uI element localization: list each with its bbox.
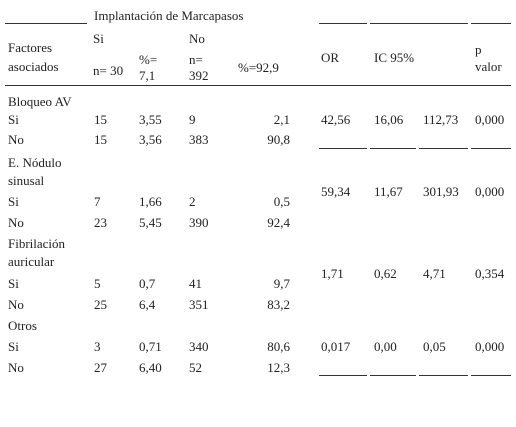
cell-si-pct: 5,45 xyxy=(139,215,162,230)
group-header: Implantación de Marcapasos xyxy=(94,8,244,23)
cell-si-n: 25 xyxy=(94,297,107,312)
cell-si-pct: 0,7 xyxy=(139,276,156,291)
cell-no-pct: 83,2 xyxy=(267,297,290,312)
cell-or: 59,34 xyxy=(321,184,351,199)
no-pct-header: %=92,9 xyxy=(238,60,279,75)
group-label: Otros xyxy=(8,318,37,333)
si-pct-header-line1: %= xyxy=(139,52,158,67)
cell-no-n: 41 xyxy=(189,276,202,291)
cell-no-pct: 12,3 xyxy=(267,360,290,375)
cell-no-n: 351 xyxy=(189,297,209,312)
rule-group-ic xyxy=(370,148,416,149)
rule-bottom-ic2 xyxy=(419,375,468,376)
cell-no-pct: 2,1 xyxy=(273,112,290,127)
row-label: No xyxy=(8,215,24,230)
group-label-line2: auricular xyxy=(8,254,55,269)
row-label: No xyxy=(8,360,24,375)
cell-si-n: 15 xyxy=(94,132,107,147)
ic-header: IC 95% xyxy=(374,50,415,65)
cell-ic-high: 4,71 xyxy=(423,266,446,281)
cell-no-n: 340 xyxy=(189,339,209,354)
cell-si-pct: 1,66 xyxy=(139,194,162,209)
cell-or: 1,71 xyxy=(321,266,344,281)
no-n-header-line2: 392 xyxy=(189,68,209,83)
si-header: Si xyxy=(93,31,104,46)
cell-ic-low: 16,06 xyxy=(374,112,404,127)
rule-header-left xyxy=(5,23,87,24)
cell-si-pct: 6,4 xyxy=(139,297,156,312)
cell-si-pct: 0,71 xyxy=(139,339,162,354)
cell-ic-high: 301,93 xyxy=(423,184,459,199)
cell-p: 0,000 xyxy=(475,339,505,354)
row-label: No xyxy=(8,297,24,312)
cell-ic-low: 0,00 xyxy=(374,339,397,354)
cell-ic-low: 0,62 xyxy=(374,266,397,281)
cell-si-n: 23 xyxy=(94,215,107,230)
row-label: Si xyxy=(8,112,19,127)
cell-no-n: 9 xyxy=(189,112,196,127)
factor-header-line1: Factores xyxy=(8,40,53,55)
cell-si-pct: 3,56 xyxy=(139,132,162,147)
cell-si-n: 15 xyxy=(94,112,107,127)
group-label: Fibrilación xyxy=(8,236,66,251)
p-header-line2: valor xyxy=(475,59,502,74)
group-label-line2: sinusal xyxy=(8,173,45,188)
cell-si-n: 27 xyxy=(94,360,107,375)
rule-group-ic2 xyxy=(419,148,468,149)
cell-si-n: 3 xyxy=(94,339,101,354)
cell-si-n: 5 xyxy=(94,276,101,291)
si-pct-header-line2: 7,1 xyxy=(139,68,156,83)
cell-si-pct: 6,40 xyxy=(139,360,162,375)
cell-no-pct: 0,5 xyxy=(273,194,290,209)
cell-no-n: 2 xyxy=(189,194,196,209)
si-n-header: n= 30 xyxy=(93,63,124,78)
cell-ic-low: 11,67 xyxy=(374,184,403,199)
rule-header-p xyxy=(471,23,511,24)
rule-header-ic xyxy=(370,23,468,24)
rule-group-or xyxy=(319,148,367,149)
rule-subheader xyxy=(5,85,511,86)
group-label: E. Nódulo xyxy=(8,155,62,170)
cell-p: 0,354 xyxy=(475,266,505,281)
cell-or: 42,56 xyxy=(321,112,351,127)
cell-p: 0,000 xyxy=(475,184,505,199)
cell-si-n: 7 xyxy=(94,194,101,209)
cell-no-n: 383 xyxy=(189,132,209,147)
factor-header-line2: asociados xyxy=(8,59,59,74)
cell-ic-high: 112,73 xyxy=(423,112,459,127)
cell-no-pct: 90,8 xyxy=(267,132,290,147)
row-label: Si xyxy=(8,339,19,354)
row-label: Si xyxy=(8,194,19,209)
p-header-line1: p xyxy=(475,42,482,57)
rule-bottom-p xyxy=(471,375,511,376)
rule-bottom-or xyxy=(319,375,367,376)
cell-no-n: 390 xyxy=(189,215,209,230)
no-n-header-line1: n= xyxy=(189,52,203,67)
cell-or: 0,017 xyxy=(321,339,351,354)
rule-group-p xyxy=(471,148,511,149)
or-header: OR xyxy=(321,50,340,65)
no-header: No xyxy=(189,31,205,46)
cell-no-n: 52 xyxy=(189,360,202,375)
cell-no-pct: 80,6 xyxy=(267,339,290,354)
cell-no-pct: 9,7 xyxy=(273,276,290,291)
cell-ic-high: 0,05 xyxy=(423,339,446,354)
rule-bottom-ic xyxy=(370,375,416,376)
row-label: Si xyxy=(8,276,19,291)
group-label: Bloqueo AV xyxy=(8,94,72,109)
row-label: No xyxy=(8,132,24,147)
cell-p: 0,000 xyxy=(475,112,505,127)
cell-si-pct: 3,55 xyxy=(139,112,162,127)
cell-no-pct: 92,4 xyxy=(267,215,290,230)
rule-header-or xyxy=(319,23,367,24)
